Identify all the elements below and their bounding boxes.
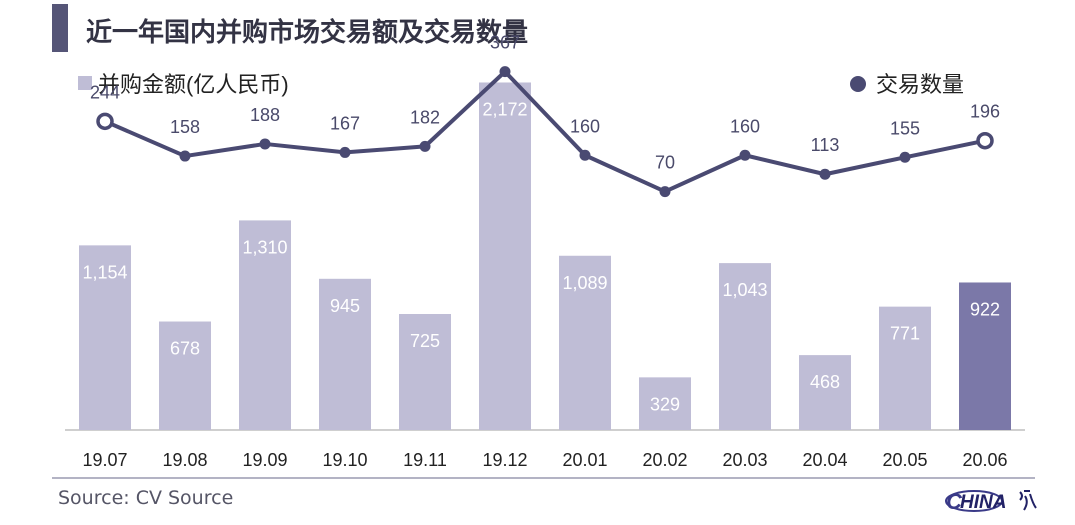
x-tick-label-20.05: 20.05	[882, 450, 927, 470]
x-tick-label-20.06: 20.06	[962, 450, 1007, 470]
point-19.10	[339, 146, 351, 158]
bar-20.05	[879, 306, 931, 430]
x-tick-label-19.12: 19.12	[482, 450, 527, 470]
source-note: Source: CV Source	[58, 487, 234, 509]
bar-19.11	[399, 314, 451, 430]
bar-label-20.05: 771	[890, 324, 920, 344]
chart-area: 并购金额(亿人民币) 交易数量 1,154 678 1,310 945 725 2,172 1,…	[52, 33, 1035, 479]
x-tick-label-19.10: 19.10	[322, 450, 367, 470]
title-accent-bar	[52, 4, 68, 52]
x-tick-label-19.09: 19.09	[242, 450, 287, 470]
x-tick-label-19.11: 19.11	[403, 450, 447, 470]
point-20.01	[579, 149, 591, 161]
point-20.03	[739, 149, 751, 161]
logo-letter-c: C	[946, 489, 963, 514]
x-tick-label-20.02: 20.02	[642, 450, 687, 470]
bar-20.04	[799, 355, 851, 430]
bar-19.12	[479, 82, 531, 430]
point-19.12	[499, 66, 511, 78]
china-logo: C HINA	[945, 489, 1037, 514]
point-20.02	[659, 186, 671, 198]
chart-title: 近一年国内并购市场交易额及交易数量	[86, 18, 529, 48]
bar-label-20.01: 1,089	[562, 273, 607, 293]
bar-label-19.12: 2,172	[482, 99, 527, 119]
bar-19.10	[319, 278, 371, 430]
point-label-19.10: 167	[330, 113, 360, 133]
legend-marker-line	[850, 76, 866, 92]
legend-swatch-bar	[78, 76, 92, 90]
point-label-20.01: 160	[570, 116, 600, 136]
bar-label-19.09: 1,310	[242, 237, 287, 257]
x-tick-label-20.04: 20.04	[802, 450, 847, 470]
point-label-19.12: 367	[490, 33, 520, 53]
point-label-19.11: 182	[410, 107, 440, 127]
point-label-20.03: 160	[730, 116, 760, 136]
point-label-20.02: 70	[655, 153, 675, 173]
bar-20.03	[719, 263, 771, 430]
bar-20.01	[559, 255, 611, 430]
bar-19.09	[239, 220, 291, 430]
bar-20.06	[959, 282, 1011, 430]
point-label-20.05: 155	[890, 118, 920, 138]
point-19.08	[179, 150, 191, 162]
bar-label-19.10: 945	[330, 296, 360, 316]
bar-label-19.08: 678	[170, 339, 200, 359]
bar-label-19.07: 1,154	[82, 262, 127, 282]
point-19.07	[96, 112, 114, 131]
x-tick-label-20.03: 20.03	[722, 450, 767, 470]
bar-label-20.03: 1,043	[722, 280, 767, 300]
bar-19.08	[159, 321, 211, 430]
point-19.11	[419, 140, 431, 152]
bar-label-20.06: 922	[970, 299, 1000, 319]
legend-label-line: 交易数量	[876, 72, 964, 97]
point-20.05	[899, 151, 911, 163]
point-20.04	[819, 168, 831, 180]
x-tick-label-19.07: 19.07	[82, 450, 127, 470]
point-label-20.04: 113	[811, 135, 840, 155]
bar-label-20.02: 329	[650, 394, 680, 414]
point-20.06	[976, 131, 994, 150]
bar-19.07	[79, 245, 131, 430]
point-19.09	[259, 138, 271, 150]
x-tick-label-20.01: 20.01	[562, 450, 607, 470]
bar-20.02	[639, 377, 691, 430]
point-label-20.06: 196	[970, 102, 1000, 122]
point-label-19.08: 158	[170, 117, 200, 137]
legend-label-bar: 并购金额(亿人民币)	[98, 72, 289, 97]
point-label-19.09: 188	[250, 105, 280, 125]
logo-text: HINA	[960, 492, 1006, 513]
line-series-count	[104, 69, 986, 194]
bar-label-19.11: 725	[410, 331, 440, 351]
bar-label-20.04: 468	[810, 372, 840, 392]
point-label-19.07: 244	[90, 82, 120, 102]
x-tick-label-19.08: 19.08	[162, 450, 207, 470]
